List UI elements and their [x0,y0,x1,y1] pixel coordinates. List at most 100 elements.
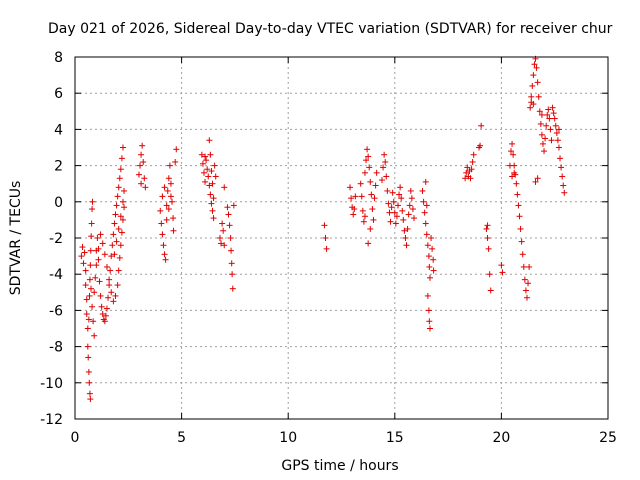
data-point [83,311,90,318]
data-point [211,162,218,169]
data-point [388,204,395,211]
data-point [89,206,96,213]
data-point [410,215,417,222]
data-point [404,225,411,232]
data-point [108,289,115,296]
data-point [113,238,120,245]
data-point [380,164,387,171]
data-point [107,267,114,274]
data-point [543,122,550,129]
data-point [425,307,432,314]
data-point [511,162,518,169]
x-tick-label: 20 [492,430,510,446]
data-point [366,164,373,171]
data-point [393,213,400,220]
data-point [205,173,212,180]
data-point [172,158,179,165]
data-point [161,184,168,191]
data-point [559,173,566,180]
y-axis-label: SDTVAR / TECUs [8,181,24,296]
data-point [91,332,98,339]
data-point [399,207,406,214]
data-point [381,151,388,158]
data-point [520,263,527,270]
data-point [117,166,124,173]
data-point [95,245,102,252]
data-point [219,220,226,227]
data-point [365,240,372,247]
data-point [350,211,357,218]
data-point [368,191,375,198]
data-point [528,93,535,100]
data-point [203,157,210,164]
data-point [469,158,476,165]
data-point [421,209,428,216]
data-point [351,206,358,213]
data-point [204,166,211,173]
data-point [121,204,128,211]
data-point [424,242,431,249]
data-point [86,292,93,299]
data-point [516,213,523,220]
y-tick-label: -4 [49,267,63,283]
data-point [539,140,546,147]
data-point [167,193,174,200]
data-point [530,72,537,79]
data-point [163,216,170,223]
data-point [103,305,110,312]
data-point [166,162,173,169]
data-point [551,115,558,122]
data-point [163,202,170,209]
data-point [118,155,125,162]
data-point [200,169,207,176]
data-point [227,235,234,241]
data-point [499,269,506,276]
data-point [230,202,237,209]
data-point [138,151,145,158]
data-point [426,263,433,270]
data-point [87,247,94,254]
data-point [112,211,119,218]
data-point [371,195,378,202]
data-point [111,251,118,258]
data-point [507,148,514,155]
data-point [86,379,93,386]
data-point [207,151,214,158]
data-point [509,140,516,147]
data-point [110,298,117,305]
data-point [139,142,146,149]
data-point [88,233,95,240]
data-point [141,175,148,182]
data-point [225,211,232,218]
data-point [135,171,142,178]
data-point [221,242,228,249]
data-point [483,225,490,232]
data-point [361,169,368,176]
data-point [402,235,409,241]
data-point [87,285,94,292]
data-point [550,110,557,117]
data-point [82,267,89,274]
y-tick-label: 4 [54,122,63,138]
data-point [541,148,548,155]
data-point [359,207,366,214]
data-point [510,151,517,158]
data-point [515,202,522,209]
data-point [531,61,538,68]
data-point [552,122,559,129]
data-point [81,249,88,256]
data-point [348,195,355,202]
x-tick-label: 10 [279,430,297,446]
data-point [405,211,412,218]
data-point [422,220,429,227]
data-point [167,180,174,187]
data-point [117,242,124,249]
data-point [549,104,556,111]
data-point [537,120,544,127]
data-point [208,168,215,175]
data-point [142,184,149,191]
data-point [383,173,390,180]
data-point [401,227,408,234]
plot-frame [74,56,609,420]
data-point [99,240,106,247]
